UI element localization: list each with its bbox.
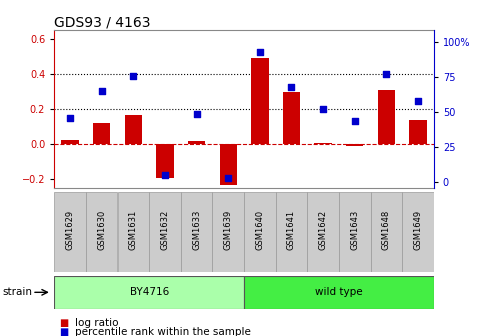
Point	[383, 72, 390, 77]
Point	[129, 73, 137, 78]
Point	[319, 107, 327, 112]
Text: percentile rank within the sample: percentile rank within the sample	[75, 327, 251, 336]
Bar	[251, 58, 269, 144]
Bar	[339, 192, 371, 272]
Text: ■: ■	[59, 327, 69, 336]
Text: log ratio: log ratio	[75, 318, 118, 328]
Text: ■: ■	[59, 318, 69, 328]
Point	[351, 118, 359, 123]
Bar	[409, 120, 427, 144]
Bar	[244, 192, 276, 272]
Bar	[181, 192, 212, 272]
Bar	[54, 192, 86, 272]
Bar	[346, 144, 363, 146]
Bar	[378, 90, 395, 144]
Bar	[61, 140, 79, 144]
Text: GSM1640: GSM1640	[255, 210, 264, 250]
Text: strain: strain	[2, 287, 33, 297]
Bar	[219, 144, 237, 185]
Bar	[315, 142, 332, 144]
Text: GSM1648: GSM1648	[382, 210, 391, 250]
Bar	[371, 192, 402, 272]
Point	[256, 49, 264, 54]
Point	[98, 88, 106, 94]
Point	[161, 173, 169, 178]
Text: GSM1639: GSM1639	[224, 210, 233, 250]
Point	[414, 98, 422, 103]
Point	[224, 175, 232, 181]
Bar	[283, 92, 300, 144]
Bar	[149, 192, 181, 272]
Bar	[156, 144, 174, 178]
Text: GSM1643: GSM1643	[350, 210, 359, 250]
Bar	[93, 123, 110, 144]
Bar	[402, 192, 434, 272]
Text: GSM1630: GSM1630	[97, 210, 106, 250]
Text: GDS93 / 4163: GDS93 / 4163	[54, 15, 151, 29]
Text: GSM1649: GSM1649	[414, 210, 423, 250]
Text: GSM1642: GSM1642	[318, 210, 328, 250]
Bar	[188, 141, 205, 144]
Bar	[307, 192, 339, 272]
Bar	[54, 276, 244, 309]
Point	[193, 111, 201, 116]
Bar	[276, 192, 307, 272]
Text: GSM1629: GSM1629	[66, 210, 74, 250]
Text: GSM1641: GSM1641	[287, 210, 296, 250]
Bar	[86, 192, 117, 272]
Bar	[125, 115, 142, 144]
Text: GSM1632: GSM1632	[160, 210, 170, 250]
Point	[287, 84, 295, 89]
Bar	[244, 276, 434, 309]
Text: GSM1631: GSM1631	[129, 210, 138, 250]
Point	[66, 115, 74, 120]
Text: GSM1633: GSM1633	[192, 210, 201, 250]
Bar	[212, 192, 244, 272]
Bar	[117, 192, 149, 272]
Text: wild type: wild type	[315, 287, 363, 297]
Text: BY4716: BY4716	[130, 287, 169, 297]
